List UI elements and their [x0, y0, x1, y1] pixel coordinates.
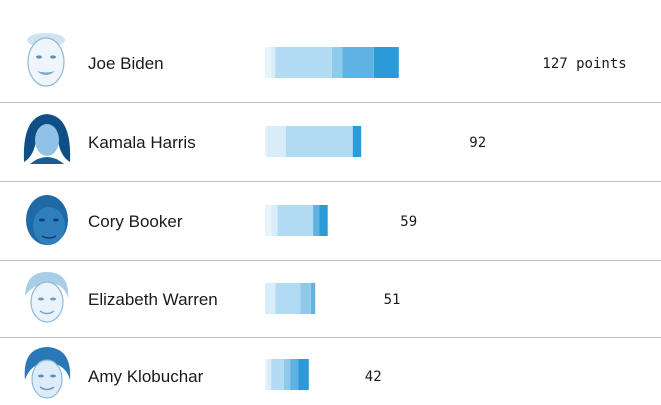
bar-segment	[271, 359, 284, 390]
points-bar-warren	[265, 283, 316, 314]
candidate-name: Amy Klobuchar	[88, 367, 204, 386]
bar-segment	[275, 283, 301, 314]
candidate-portrait-warren	[25, 271, 69, 323]
bar-segment	[319, 205, 328, 236]
candidate-row-harris: Kamala Harris 92	[23, 114, 486, 164]
points-bar-booker	[265, 205, 328, 236]
bar-segment	[342, 47, 374, 78]
candidate-portrait-booker	[26, 195, 68, 245]
bar-segment	[352, 126, 362, 157]
bar-segment	[271, 205, 278, 236]
candidate-row-booker: Cory Booker 59	[26, 195, 417, 245]
bar-segment	[265, 283, 276, 314]
bar-segment	[311, 283, 316, 314]
bar-segment	[265, 126, 268, 157]
points-bar-biden	[265, 47, 399, 78]
bar-segment	[300, 283, 311, 314]
points-label: 42	[365, 369, 382, 385]
bar-segment	[275, 47, 332, 78]
candidate-portrait-klobuchar	[24, 347, 71, 399]
bar-segment	[267, 359, 272, 390]
candidate-name: Kamala Harris	[88, 133, 196, 152]
bar-segment	[373, 47, 399, 78]
bar-segment	[298, 359, 309, 390]
bar-segment	[290, 359, 299, 390]
bar-segment	[271, 47, 276, 78]
bar-segment	[331, 47, 343, 78]
bar-segment	[265, 205, 272, 236]
candidate-row-klobuchar: Amy Klobuchar 42	[24, 347, 382, 399]
candidate-portrait-harris	[23, 114, 71, 164]
bar-segment	[313, 205, 320, 236]
candidate-name: Joe Biden	[88, 54, 164, 73]
points-label: 51	[384, 292, 401, 308]
bar-segment	[285, 126, 353, 157]
bar-segment	[265, 359, 268, 390]
bar-segment	[283, 359, 291, 390]
candidate-row-biden: Joe Biden 127 points	[27, 33, 627, 87]
points-bar-klobuchar	[265, 359, 309, 390]
bar-segment	[267, 126, 286, 157]
candidate-name: Cory Booker	[88, 212, 183, 231]
points-label: 127 points	[542, 56, 626, 72]
candidate-row-warren: Elizabeth Warren 51	[25, 271, 401, 323]
points-label: 92	[469, 135, 486, 151]
bar-segment	[277, 205, 313, 236]
candidate-name: Elizabeth Warren	[88, 290, 218, 309]
bar-segment	[265, 47, 272, 78]
candidate-portrait-biden	[27, 33, 65, 87]
points-label: 59	[400, 214, 417, 230]
points-bar-harris	[265, 126, 362, 157]
